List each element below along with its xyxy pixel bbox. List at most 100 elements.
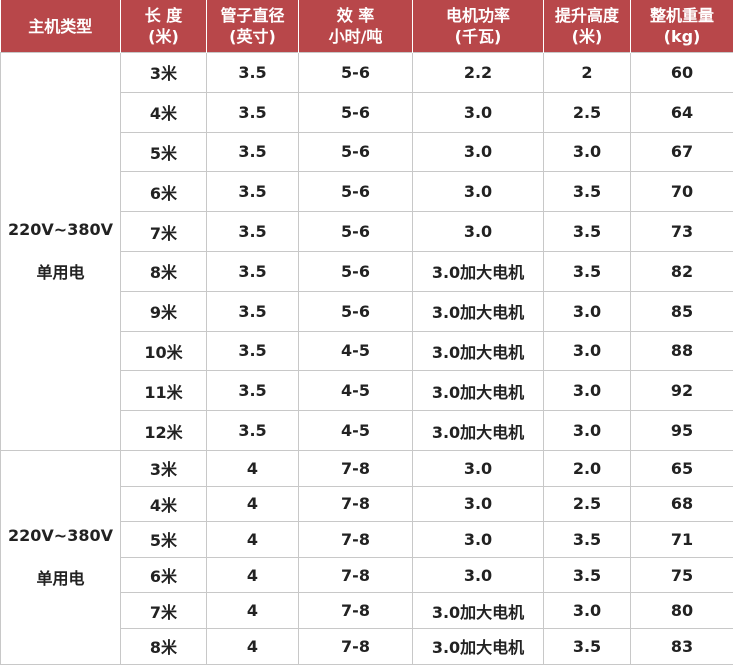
table-cell: 3米 xyxy=(120,449,207,487)
table-cell: 5-6 xyxy=(298,290,413,332)
table-cell: 3.0 xyxy=(412,449,544,487)
cell-text: 71 xyxy=(670,529,694,549)
cell-text: 7-8 xyxy=(341,601,370,621)
cell-text: 8米 xyxy=(149,263,178,283)
cell-text: (kg) xyxy=(663,27,701,46)
table-row: 7米 4 7-8 3.0加大电机 3.0 80 xyxy=(1,592,733,629)
cell-text: 3.0加大电机 xyxy=(431,422,525,442)
table-cell: 3.0 xyxy=(412,171,544,213)
cell-text: 85 xyxy=(670,301,694,321)
table-cell: 3.5 xyxy=(543,556,631,594)
cell-text: 3米 xyxy=(149,64,178,84)
cell-text: 3.0加大电机 xyxy=(431,382,525,402)
cell-text: 5-6 xyxy=(341,222,370,242)
cell-text: 2.5 xyxy=(572,102,602,122)
table-cell: 3.0 xyxy=(412,211,544,252)
table-cell: 2.5 xyxy=(543,91,631,133)
cell-text: (米) xyxy=(571,27,603,46)
cell-text: 9米 xyxy=(149,303,178,323)
table-cell: 5-6 xyxy=(298,250,413,292)
table-cell: 3.5 xyxy=(206,131,299,173)
cell-text: 3.0 xyxy=(572,341,602,361)
cell-text: 3.0 xyxy=(463,182,493,202)
table-row: 220V~380V 单用电 3米 3.5 5-6 2.2 2 60 xyxy=(0,52,733,451)
header-cell: 效 率小时/吨 xyxy=(298,0,413,53)
table-cell: 3.5 xyxy=(206,330,299,372)
cell-text: 5-6 xyxy=(341,102,370,122)
table-cell: 3米 xyxy=(120,52,207,93)
table-cell: 3.0 xyxy=(543,370,631,412)
table-row: 11米 3.5 4-5 3.0加大电机 3.0 92 xyxy=(1,370,733,412)
table-row: 6米 3.5 5-6 3.0 3.5 70 xyxy=(1,171,733,213)
cell-text: 4 xyxy=(246,458,259,478)
cell-text: (千瓦) xyxy=(454,27,502,46)
table-cell: 64 xyxy=(630,91,733,133)
table-cell: 88 xyxy=(630,330,733,372)
cell-text: 3.0 xyxy=(463,529,493,549)
table-cell: 71 xyxy=(630,521,733,558)
table-cell: 2 xyxy=(543,52,631,93)
table-cell: 4米 xyxy=(120,91,207,133)
table-cell: 67 xyxy=(630,131,733,173)
table-cell: 83 xyxy=(630,627,733,665)
table-cell: 3.5 xyxy=(206,91,299,133)
table-cell: 10米 xyxy=(120,330,207,372)
table-cell: 3.5 xyxy=(206,52,299,93)
cell-text: 7米 xyxy=(149,602,178,622)
cell-text: 70 xyxy=(670,182,694,202)
table-row: 5米 3.5 5-6 3.0 3.0 67 xyxy=(1,131,733,173)
cell-text: 4 xyxy=(246,601,259,621)
cell-text: 7-8 xyxy=(341,636,370,656)
cell-text: 73 xyxy=(670,222,694,242)
table-cell: 4-5 xyxy=(298,370,413,412)
cell-text: 3.0 xyxy=(463,222,493,242)
cell-text: 92 xyxy=(670,381,694,401)
table-cell: 3.0 xyxy=(543,330,631,372)
cell-text: 3.0加大电机 xyxy=(431,602,525,622)
table-cell: 4 xyxy=(206,627,299,665)
cell-text: 60 xyxy=(670,62,694,82)
header-cell: 管子直径 (英寸) xyxy=(206,0,299,53)
table-row: 7米 3.5 5-6 3.0 3.5 73 xyxy=(1,211,733,252)
header-cell: 长 度 (米) xyxy=(120,0,207,53)
table-cell: 7米 xyxy=(120,211,207,252)
cell-text: 单用电 xyxy=(36,569,85,589)
cell-text: 3.5 xyxy=(572,529,602,549)
cell-text: 3.0 xyxy=(572,301,602,321)
cell-text: 6米 xyxy=(149,183,178,203)
cell-text: 65 xyxy=(670,458,694,478)
cell-text: 长 度 xyxy=(144,6,183,25)
cell-text: 3.5 xyxy=(238,102,267,122)
table-cell: 68 xyxy=(630,485,733,523)
table-cell: 95 xyxy=(630,410,733,451)
cell-text: 5-6 xyxy=(341,62,370,82)
table-cell: 75 xyxy=(630,556,733,594)
table-cell: 7-8 xyxy=(298,521,413,558)
table-cell: 4 xyxy=(206,449,299,487)
cell-text: 整机重量 xyxy=(649,6,714,25)
cell-text: 3.5 xyxy=(238,261,267,281)
table-cell: 4 xyxy=(206,521,299,558)
cell-text: 4 xyxy=(246,636,259,656)
table-cell: 4 xyxy=(206,592,299,629)
table-cell: 5-6 xyxy=(298,91,413,133)
cell-text: 7米 xyxy=(149,223,178,243)
table-cell: 4米 xyxy=(120,485,207,523)
table-cell: 3.5 xyxy=(543,250,631,292)
table-cell: 5-6 xyxy=(298,52,413,93)
cell-text: 5-6 xyxy=(341,182,370,202)
table-row: 8米 4 7-8 3.0加大电机 3.5 83 xyxy=(1,627,733,665)
table-cell: 3.5 xyxy=(543,211,631,252)
cell-text: 2 xyxy=(581,62,593,82)
table-cell: 3.0 xyxy=(543,592,631,629)
cell-text: 7-8 xyxy=(341,494,370,514)
table-cell: 92 xyxy=(630,370,733,412)
cell-text: 3.5 xyxy=(238,222,267,242)
cell-text: 3.0加大电机 xyxy=(431,342,525,362)
cell-text: 68 xyxy=(670,494,694,514)
cell-text: 4 xyxy=(246,494,259,514)
table-row: 220V~380V 单用电 3米 4 7-8 3.0 2.0 65 xyxy=(0,449,733,665)
cell-text: (米) xyxy=(148,27,179,46)
cell-text: 7-8 xyxy=(341,565,370,585)
cell-text: 4-5 xyxy=(341,381,370,401)
